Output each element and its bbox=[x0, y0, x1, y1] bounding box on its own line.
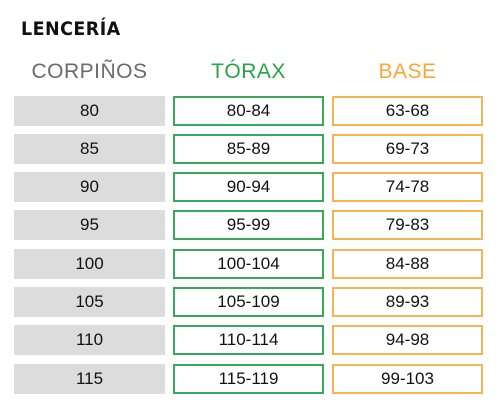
cell-corpino: 100 bbox=[14, 249, 165, 279]
column-header-corpinos: CORPIÑOS bbox=[31, 60, 148, 83]
cell-corpino: 80 bbox=[14, 96, 165, 126]
cell-torax: 85-89 bbox=[173, 134, 324, 164]
page-title: LENCERÍA bbox=[21, 18, 121, 40]
column-header-base: BASE bbox=[378, 60, 437, 83]
cell-base: 94-98 bbox=[332, 325, 483, 355]
table-row: 90 90-94 74-78 bbox=[0, 172, 500, 202]
cell-torax: 110-114 bbox=[173, 325, 324, 355]
table-row: 95 95-99 79-83 bbox=[0, 210, 500, 240]
cell-torax: 95-99 bbox=[173, 210, 324, 240]
cell-base: 84-88 bbox=[332, 249, 483, 279]
cell-torax: 115-119 bbox=[173, 364, 324, 394]
cell-corpino: 105 bbox=[14, 287, 165, 317]
cell-torax: 80-84 bbox=[173, 96, 324, 126]
cell-base: 74-78 bbox=[332, 172, 483, 202]
table-row: 85 85-89 69-73 bbox=[0, 134, 500, 164]
cell-base: 79-83 bbox=[332, 210, 483, 240]
cell-corpino: 110 bbox=[14, 325, 165, 355]
table-row: 115 115-119 99-103 bbox=[0, 364, 500, 394]
cell-base: 63-68 bbox=[332, 96, 483, 126]
cell-corpino: 115 bbox=[14, 364, 165, 394]
cell-corpino: 90 bbox=[14, 172, 165, 202]
table-row: 105 105-109 89-93 bbox=[0, 287, 500, 317]
column-header-torax: TÓRAX bbox=[211, 60, 286, 83]
cell-base: 69-73 bbox=[332, 134, 483, 164]
cell-base: 99-103 bbox=[332, 364, 483, 394]
cell-torax: 100-104 bbox=[173, 249, 324, 279]
cell-corpino: 95 bbox=[14, 210, 165, 240]
table-row: 80 80-84 63-68 bbox=[0, 96, 500, 126]
cell-torax: 105-109 bbox=[173, 287, 324, 317]
cell-base: 89-93 bbox=[332, 287, 483, 317]
cell-torax: 90-94 bbox=[173, 172, 324, 202]
table-row: 100 100-104 84-88 bbox=[0, 249, 500, 279]
cell-corpino: 85 bbox=[14, 134, 165, 164]
table-row: 110 110-114 94-98 bbox=[0, 325, 500, 355]
